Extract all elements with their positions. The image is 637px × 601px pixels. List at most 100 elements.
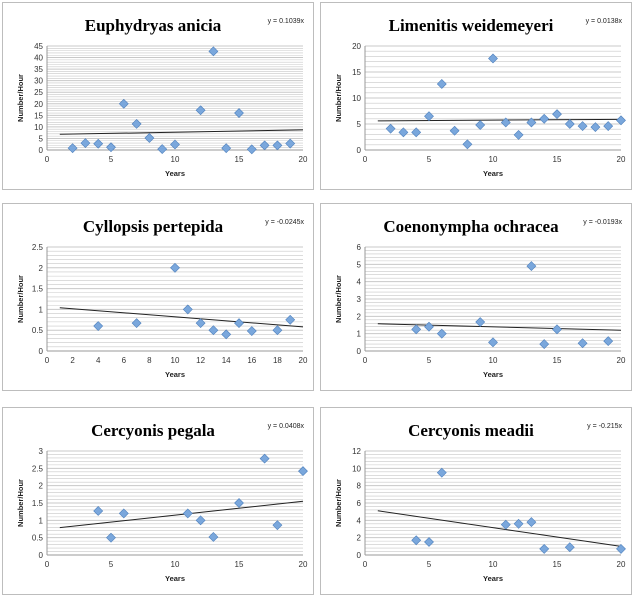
data-point	[208, 325, 219, 336]
chart-svg: Cyllopsis pertepida y = -0.0245x 0 0.5 1 1.5 2…	[16, 217, 308, 379]
y-tick-label: 3	[357, 295, 362, 304]
y-tick-label: 0	[39, 347, 44, 356]
y-tick-label: 25	[34, 88, 43, 97]
chart-title: Cercyonis pegala	[91, 421, 215, 440]
x-tick-label: 10	[171, 560, 180, 569]
data-point	[500, 519, 511, 530]
y-tick-label: 6	[357, 499, 362, 508]
y-tick-label: 35	[34, 65, 43, 74]
x-tick-label: 10	[489, 560, 498, 569]
trendline	[59, 307, 304, 328]
y-tick-label: 2	[357, 312, 362, 321]
chart-cercyonis-pegala: Cercyonis pegala y = 0.0408x 0 0.5 1 1.5 2 2.5 3…	[2, 407, 314, 595]
data-point	[552, 109, 562, 120]
y-tick-label: 5	[357, 120, 362, 129]
data-point	[424, 111, 434, 122]
x-tick-label: 15	[553, 560, 562, 569]
x-tick-label: 20	[299, 155, 308, 164]
y-tick-label: 0	[357, 347, 362, 356]
y-tick-label: 2	[39, 264, 44, 273]
chart-svg: Cercyonis meadii y = -0.215x 0 2 4 6 8 10 12 0 5 10…	[334, 421, 626, 583]
y-tick-label: 4	[357, 516, 362, 525]
y-tick-label: 2	[357, 534, 362, 543]
data-point	[539, 339, 550, 349]
data-point	[234, 318, 244, 329]
x-tick-label: 20	[617, 356, 626, 365]
data-point	[590, 122, 601, 133]
data-point	[411, 127, 422, 138]
trendline-equation: y = -0.0245x	[265, 219, 304, 226]
trendline-equation: y = 0.1039x	[268, 18, 305, 25]
data-point	[208, 46, 219, 57]
y-axis-label: Number/Hour	[334, 275, 343, 323]
data-point	[462, 139, 473, 150]
x-axis-label: Years	[483, 370, 503, 379]
x-tick-label: 15	[553, 356, 562, 365]
trendline-equation: y = -0.0193x	[583, 219, 622, 226]
y-tick-label: 12	[352, 447, 361, 456]
data-point	[131, 318, 142, 329]
x-tick-label: 6	[122, 356, 127, 365]
data-point	[577, 338, 588, 349]
data-point	[67, 143, 78, 154]
data-point	[488, 337, 498, 348]
x-tick-label: 4	[96, 356, 101, 365]
data-point	[106, 532, 116, 543]
x-axis-label: Years	[165, 370, 185, 379]
y-tick-label: 1.5	[32, 499, 44, 508]
y-tick-label: 6	[357, 243, 362, 252]
x-tick-label: 5	[427, 560, 432, 569]
y-tick-label: 0	[357, 551, 362, 560]
chart-svg: Euphydryas anicia y = 0.1039x 0 5 10 15 20 25 30…	[16, 16, 308, 178]
y-tick-label: 4	[357, 278, 362, 287]
x-tick-label: 18	[273, 356, 282, 365]
x-tick-label: 0	[45, 560, 50, 569]
data-point	[157, 144, 168, 154]
y-tick-label: 0	[39, 551, 44, 560]
data-point	[564, 542, 575, 553]
data-point	[616, 544, 626, 554]
y-tick-label: 10	[352, 464, 361, 473]
y-tick-label: 3	[39, 447, 44, 456]
trendline-equation: y = 0.0408x	[268, 423, 305, 430]
x-tick-label: 15	[235, 155, 244, 164]
data-point	[272, 140, 283, 151]
data-point	[539, 544, 550, 554]
y-tick-label: 20	[352, 42, 361, 51]
chart-title: Euphydryas anicia	[85, 16, 222, 35]
x-tick-label: 15	[553, 155, 562, 164]
data-point	[272, 520, 283, 531]
data-point	[182, 304, 193, 315]
data-point	[246, 144, 257, 155]
y-tick-label: 2	[39, 482, 44, 491]
y-tick-label: 30	[34, 77, 43, 86]
data-point	[488, 53, 498, 64]
y-tick-label: 45	[34, 42, 43, 51]
data-point	[246, 326, 257, 336]
data-point	[131, 118, 142, 129]
x-axis-label: Years	[483, 169, 503, 178]
data-point	[616, 115, 626, 126]
x-tick-label: 0	[363, 560, 368, 569]
data-point	[513, 518, 524, 529]
y-tick-label: 15	[352, 68, 361, 77]
data-point	[182, 508, 193, 519]
data-point	[93, 321, 104, 331]
chart-title: Limenitis weidemeyeri	[389, 16, 554, 35]
y-tick-label: 10	[34, 123, 43, 132]
x-axis-label: Years	[165, 169, 185, 178]
data-point	[449, 125, 460, 136]
trendline	[377, 118, 622, 122]
trendline	[59, 500, 304, 529]
x-tick-label: 10	[171, 356, 180, 365]
data-point	[385, 123, 396, 134]
x-tick-label: 20	[299, 560, 308, 569]
data-point	[93, 138, 104, 149]
chart-title: Cercyonis meadii	[408, 421, 534, 440]
x-tick-label: 20	[617, 155, 626, 164]
data-point	[436, 328, 447, 339]
data-point	[526, 517, 537, 527]
y-tick-label: 40	[34, 54, 43, 63]
data-point	[475, 317, 486, 327]
data-point	[398, 127, 409, 138]
